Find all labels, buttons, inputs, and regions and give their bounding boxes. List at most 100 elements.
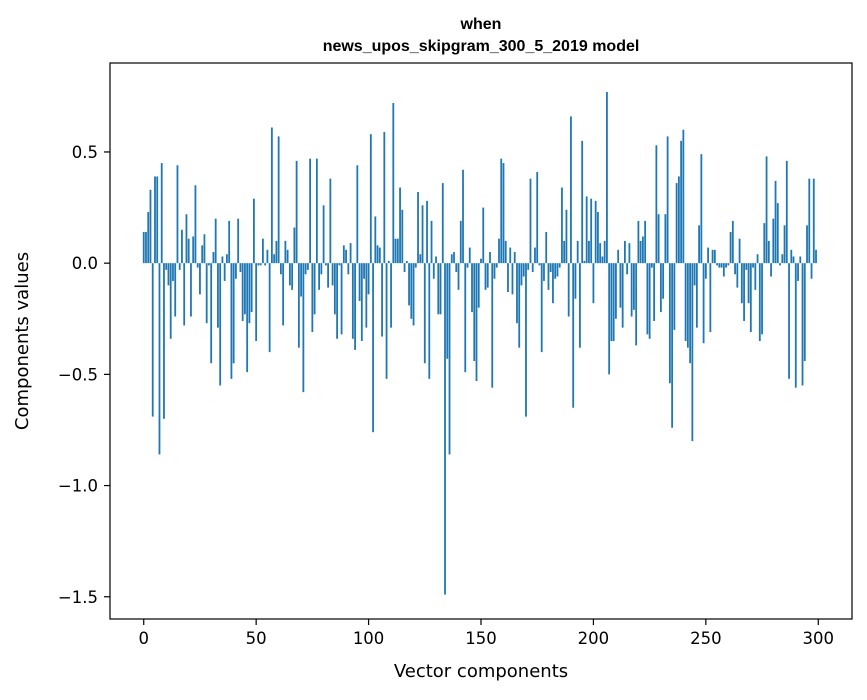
bar-component-299: [815, 249, 817, 264]
bar-component-211: [617, 249, 620, 264]
bar-component-276: [763, 223, 766, 264]
bar-component-15: [176, 165, 179, 264]
bar-component-226: [650, 263, 653, 268]
bar-component-71: [302, 263, 305, 393]
bar-component-54: [264, 263, 267, 266]
bar-component-274: [758, 263, 761, 341]
bar-component-251: [707, 247, 709, 264]
bar-component-52: [259, 263, 262, 266]
bar-component-152: [484, 263, 487, 290]
x-tick-label: 50: [246, 629, 267, 648]
bar-component-49: [253, 198, 255, 264]
y-axis-ticks: −1.5 −1.0 −0.5 0.0 0.5: [58, 143, 110, 607]
bar-component-122: [417, 191, 419, 264]
bar-component-66: [291, 263, 294, 290]
bar-component-171: [527, 263, 530, 270]
x-tick-label: 150: [465, 629, 497, 648]
bar-component-106: [381, 263, 383, 337]
bar-component-162: [507, 263, 509, 293]
bar-component-214: [624, 240, 626, 264]
bar-component-108: [385, 263, 388, 379]
bar-component-203: [599, 243, 602, 264]
bar-component-141: [459, 220, 462, 264]
bar-component-110: [390, 263, 392, 328]
bar-component-156: [493, 263, 496, 279]
bar-component-257: [720, 263, 723, 268]
bar-component-258: [722, 263, 725, 277]
bar-component-197: [585, 196, 588, 264]
bar-component-25: [199, 263, 201, 295]
bar-component-266: [740, 263, 743, 304]
plot-area-frame: [109, 62, 853, 620]
bar-component-253: [711, 249, 714, 264]
bar-component-252: [709, 263, 712, 333]
bar-component-153: [486, 263, 489, 288]
bar-component-20: [187, 238, 190, 264]
bar-component-150: [480, 258, 482, 264]
bar-component-82: [327, 263, 329, 288]
bar-component-18: [183, 263, 186, 326]
bar-component-254: [713, 249, 716, 264]
bar-component-207: [608, 263, 611, 375]
bar-component-176: [538, 263, 541, 266]
bar-component-30: [210, 263, 213, 364]
bar-component-8: [160, 163, 163, 264]
bar-component-280: [772, 218, 775, 264]
bar-component-26: [201, 245, 204, 264]
bar-component-3: [149, 189, 152, 264]
bar-component-113: [396, 238, 399, 264]
bar-component-204: [601, 256, 604, 264]
x-tick-label: 100: [353, 629, 385, 648]
bar-component-34: [219, 263, 222, 386]
bar-component-246: [695, 263, 698, 328]
bar-component-130: [435, 256, 437, 264]
bar-component-225: [648, 263, 651, 339]
bar-component-40: [232, 263, 235, 364]
bar-component-231: [662, 263, 665, 299]
bar-component-56: [268, 263, 271, 353]
bar-component-126: [426, 200, 428, 264]
bar-component-250: [704, 263, 707, 279]
bar-component-118: [408, 263, 410, 306]
bar-component-244: [691, 263, 694, 442]
bar-component-120: [412, 263, 415, 326]
chart-title-line-2: news_upos_skipgram_300_5_2019 model: [323, 38, 640, 55]
x-axis-label: Vector components: [394, 661, 568, 682]
bar-component-270: [749, 263, 752, 333]
bar-component-158: [498, 238, 500, 264]
bar-component-38: [228, 220, 231, 264]
bar-component-16: [178, 263, 181, 270]
bar-component-177: [540, 263, 543, 353]
bar-component-95: [356, 165, 359, 264]
bar-component-39: [230, 263, 233, 379]
bar-component-125: [423, 263, 426, 364]
bar-component-260: [727, 263, 730, 266]
bar-component-1: [145, 232, 147, 264]
bar-component-241: [684, 263, 687, 341]
bar-component-271: [752, 263, 754, 268]
bar-component-237: [675, 183, 678, 264]
y-tick-label: 0.5: [72, 143, 98, 162]
bar-component-213: [621, 263, 624, 328]
bar-component-183: [554, 263, 557, 279]
bar-component-5: [154, 176, 156, 264]
x-tick-label: 250: [690, 629, 722, 648]
bar-component-184: [556, 263, 559, 277]
bar-component-215: [626, 263, 629, 275]
bar-component-182: [552, 263, 554, 304]
bar-component-234: [668, 263, 671, 384]
bar-component-63: [284, 240, 287, 264]
bar-component-86: [336, 263, 338, 339]
bar-component-259: [725, 263, 727, 268]
bar-component-115: [401, 209, 404, 264]
bar-component-281: [774, 180, 777, 264]
bar-component-185: [558, 263, 561, 268]
bar-component-27: [203, 234, 206, 264]
bar-component-228: [655, 145, 658, 264]
bar-component-264: [736, 263, 739, 288]
bar-component-209: [612, 263, 615, 341]
bar-component-100: [367, 263, 370, 295]
bar-component-165: [513, 252, 516, 264]
bar-component-10: [165, 263, 168, 270]
bar-component-14: [174, 263, 177, 317]
